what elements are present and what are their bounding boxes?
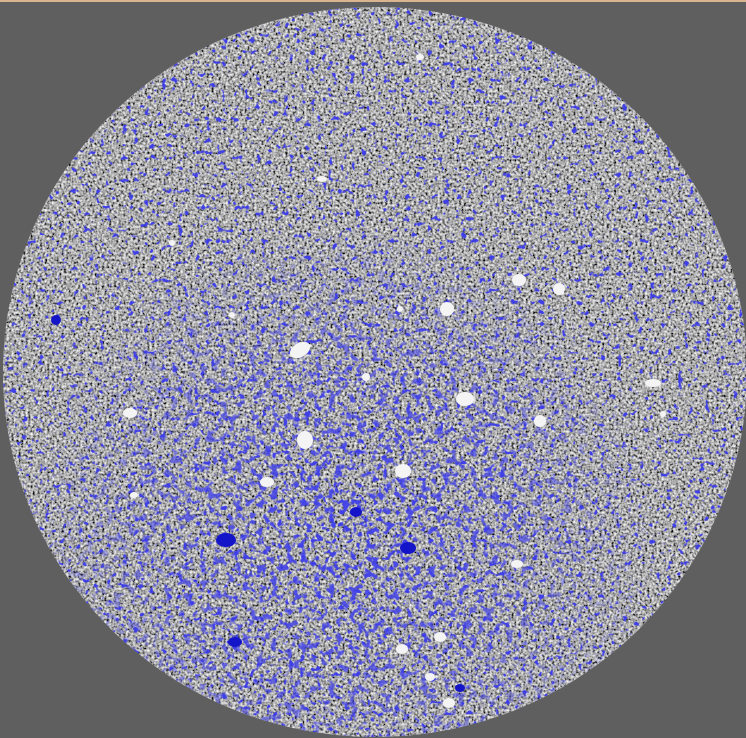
grain xyxy=(229,312,235,318)
grain xyxy=(362,373,370,381)
grain xyxy=(317,176,327,182)
pore xyxy=(228,637,242,647)
grain xyxy=(511,560,523,568)
grain xyxy=(169,240,175,246)
top-border xyxy=(0,0,746,2)
page xyxy=(0,0,746,738)
grain xyxy=(553,283,565,295)
pore xyxy=(216,533,236,547)
grain xyxy=(512,274,526,286)
grain xyxy=(645,379,661,387)
grain xyxy=(443,698,455,708)
grain xyxy=(660,411,666,417)
grain xyxy=(425,673,435,681)
pore xyxy=(400,542,416,554)
pore xyxy=(51,315,61,325)
ct-scan-image xyxy=(0,0,746,738)
grain xyxy=(534,415,546,427)
grain xyxy=(440,302,454,316)
grain xyxy=(130,492,138,498)
pore xyxy=(350,507,362,517)
grain xyxy=(260,477,274,487)
grain xyxy=(123,408,137,418)
grain xyxy=(396,644,408,654)
grain xyxy=(297,431,313,449)
grain xyxy=(416,54,424,60)
grain xyxy=(456,392,474,406)
grain xyxy=(434,632,446,642)
pore xyxy=(455,684,465,692)
grain xyxy=(395,464,411,478)
grain xyxy=(397,306,403,312)
